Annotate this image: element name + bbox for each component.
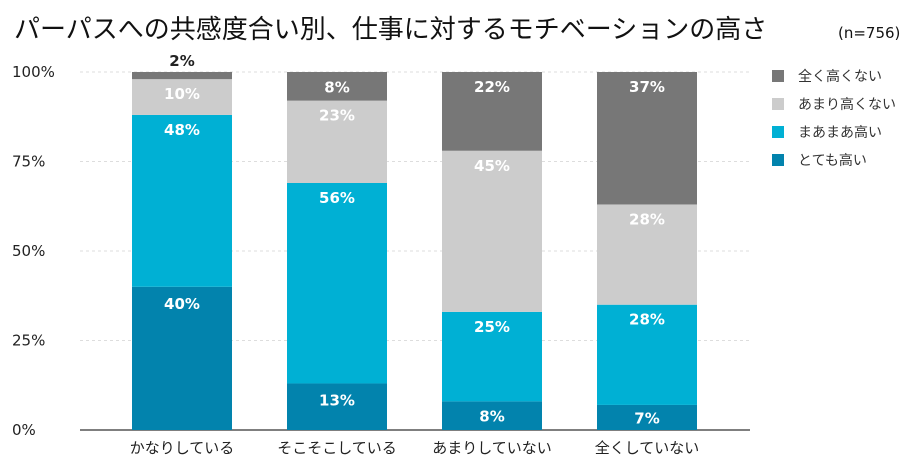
x-tick-label: あまりしていない: [432, 439, 552, 457]
x-axis: かなりしている そこそこしている あまりしていない 全くしていない: [130, 439, 700, 457]
legend-label: まあまあ高い: [798, 124, 882, 141]
x-tick-label: かなりしている: [130, 439, 235, 457]
data-label: 48%: [164, 121, 200, 139]
y-tick-label: 0%: [12, 421, 36, 439]
bar-segment: [597, 72, 697, 205]
bar-segment: [287, 72, 387, 101]
data-label: 2%: [169, 52, 194, 70]
data-label: 8%: [479, 408, 504, 426]
y-tick-label: 100%: [12, 63, 55, 81]
y-tick-label: 25%: [12, 332, 45, 350]
bar-segment: [442, 401, 542, 430]
bar-segment: [597, 404, 697, 430]
bar-segment: [287, 182, 387, 384]
bar-segment: [132, 286, 232, 430]
data-label: 7%: [634, 409, 659, 427]
legend-swatch: [772, 98, 784, 110]
data-labels: 40% 48% 10% 2% 13% 56% 23% 8% 8% 25% 45% 22% 7% 28% 28…: [164, 52, 665, 427]
bar-segment: [132, 79, 232, 115]
data-label: 56%: [319, 189, 355, 207]
data-label: 28%: [629, 311, 665, 329]
data-label: 23%: [319, 107, 355, 125]
data-label: 22%: [474, 78, 510, 96]
bar-segment: [287, 100, 387, 183]
legend-swatch: [772, 154, 784, 166]
bar-segment: [597, 204, 697, 305]
data-label: 45%: [474, 157, 510, 175]
data-label: 10%: [164, 85, 200, 103]
x-tick-label: そこそこしている: [277, 439, 397, 457]
legend-label: とても高い: [798, 152, 867, 169]
data-label: 25%: [474, 318, 510, 336]
legend-label: あまり高くない: [798, 96, 896, 113]
bar-segment: [442, 150, 542, 312]
bar-segment: [132, 114, 232, 287]
bar-segment: [132, 72, 232, 80]
bar-segment: [597, 304, 697, 405]
data-label: 8%: [324, 78, 349, 96]
data-label: 37%: [629, 78, 665, 96]
legend-label: 全く高くない: [798, 68, 882, 85]
legend-swatch: [772, 70, 784, 82]
bar-segment: [287, 383, 387, 430]
chart-title: パーパスへの共感度合い別、仕事に対するモチベーションの高さ: [14, 15, 767, 45]
y-tick-label: 50%: [12, 242, 45, 260]
bar-segment: [442, 72, 542, 151]
data-label: 28%: [629, 210, 665, 228]
legend-swatch: [772, 126, 784, 138]
data-label: 40%: [164, 295, 200, 313]
bars: [132, 72, 697, 430]
x-tick-label: 全くしていない: [595, 439, 700, 457]
data-label: 13%: [319, 391, 355, 409]
bar-segment: [442, 311, 542, 402]
chart-subtitle: (n=756): [838, 24, 900, 42]
y-tick-label: 75%: [12, 153, 45, 171]
